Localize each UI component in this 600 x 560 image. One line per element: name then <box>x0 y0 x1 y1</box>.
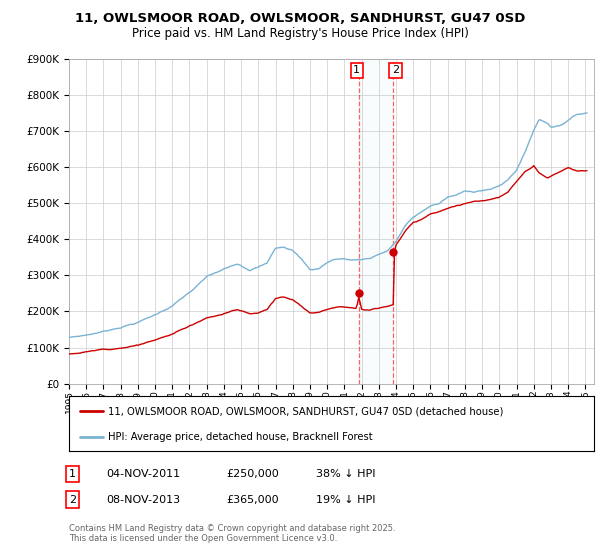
Text: 11, OWLSMOOR ROAD, OWLSMOOR, SANDHURST, GU47 0SD (detached house): 11, OWLSMOOR ROAD, OWLSMOOR, SANDHURST, … <box>109 407 504 416</box>
Text: 38% ↓ HPI: 38% ↓ HPI <box>316 469 376 479</box>
Text: 2: 2 <box>392 66 399 76</box>
Text: HPI: Average price, detached house, Bracknell Forest: HPI: Average price, detached house, Brac… <box>109 432 373 442</box>
Bar <box>359 59 394 384</box>
Text: 1: 1 <box>69 469 76 479</box>
Text: Contains HM Land Registry data © Crown copyright and database right 2025.
This d: Contains HM Land Registry data © Crown c… <box>69 524 395 543</box>
Text: 08-NOV-2013: 08-NOV-2013 <box>106 494 181 505</box>
Text: 11, OWLSMOOR ROAD, OWLSMOOR, SANDHURST, GU47 0SD: 11, OWLSMOOR ROAD, OWLSMOOR, SANDHURST, … <box>75 12 525 25</box>
Text: 19% ↓ HPI: 19% ↓ HPI <box>316 494 376 505</box>
Text: Price paid vs. HM Land Registry's House Price Index (HPI): Price paid vs. HM Land Registry's House … <box>131 27 469 40</box>
Text: 2: 2 <box>69 494 76 505</box>
Text: £365,000: £365,000 <box>226 494 279 505</box>
Text: 04-NOV-2011: 04-NOV-2011 <box>106 469 181 479</box>
Text: £250,000: £250,000 <box>226 469 279 479</box>
Text: 1: 1 <box>353 66 361 76</box>
